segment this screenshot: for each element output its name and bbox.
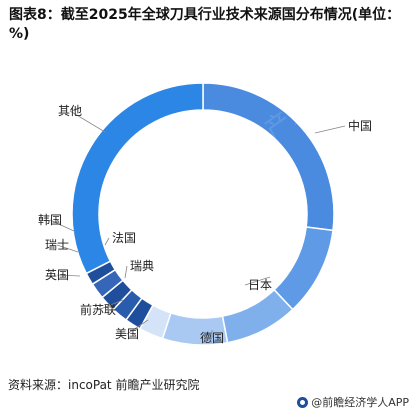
brand-text: @前瞻经济学人APP	[311, 396, 409, 409]
slice-label-前苏联: 前苏联	[80, 302, 116, 317]
slice-label-其他: 其他	[58, 104, 82, 118]
leader-line-美国	[126, 319, 149, 335]
leader-line-韩国	[49, 219, 77, 233]
leader-line-英国	[56, 274, 81, 277]
leader-line-日本	[244, 276, 271, 286]
slice-德国	[221, 288, 294, 344]
slice-label-瑞士: 瑞士	[45, 238, 69, 252]
slice-label-韩国: 韩国	[38, 212, 62, 227]
chart-title: 图表8：截至2025年全球刀具行业技术来源国分布情况(单位：%)	[9, 7, 401, 42]
slice-label-美国: 美国	[115, 327, 139, 341]
leader-line-瑞士	[56, 244, 79, 253]
slice-label-英国: 英国	[45, 268, 69, 282]
source-note: 资料来源：incoPat 前瞻产业研究院	[8, 378, 200, 392]
slice-label-中国: 中国	[348, 118, 372, 133]
leader-line-其他	[69, 110, 106, 133]
leader-line-中国	[314, 125, 346, 134]
slice-label-瑞典: 瑞典	[130, 259, 154, 273]
slice-其他	[71, 82, 204, 275]
slice-日本	[273, 226, 334, 311]
brand-footer: @前瞻经济学人APP	[297, 394, 409, 410]
leader-line-前苏联	[97, 299, 124, 311]
slice-label-法国: 法国	[112, 231, 136, 245]
leader-line-瑞典	[124, 265, 128, 279]
slice-label-德国: 德国	[200, 330, 224, 345]
slice-label-日本: 日本	[248, 278, 272, 292]
brand-logo-icon	[297, 396, 309, 408]
leader-line-法国	[104, 237, 110, 246]
